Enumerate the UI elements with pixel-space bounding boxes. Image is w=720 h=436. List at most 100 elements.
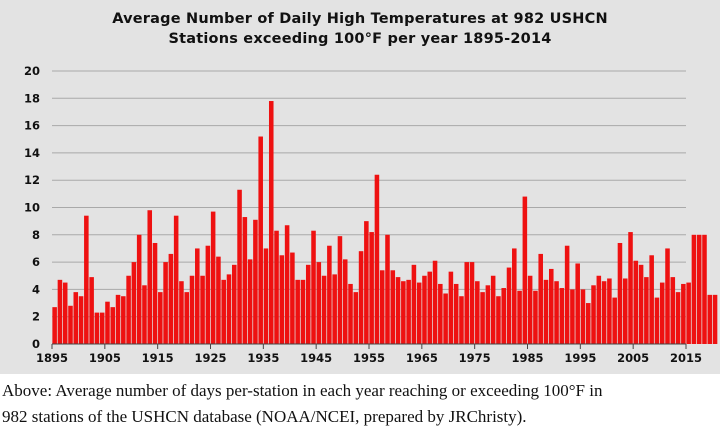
bar-1976 bbox=[480, 292, 485, 344]
bar-1977 bbox=[485, 285, 491, 344]
y-tick-label-16: 16 bbox=[24, 119, 40, 133]
bar-1908 bbox=[121, 296, 126, 344]
bar-1974 bbox=[469, 262, 475, 344]
bar-1921 bbox=[189, 275, 195, 344]
bar-1933 bbox=[253, 219, 258, 344]
bar-1988 bbox=[543, 279, 549, 344]
chart-panel: Average Number of Daily High Temperature… bbox=[0, 0, 720, 374]
bar-1979 bbox=[496, 296, 501, 344]
bar-1942 bbox=[300, 279, 306, 344]
bar-1916 bbox=[163, 262, 168, 344]
bar-1940 bbox=[290, 252, 295, 344]
bar-1900 bbox=[78, 296, 84, 344]
bar-1943 bbox=[305, 264, 311, 344]
bar-1975 bbox=[475, 281, 480, 344]
x-tick-label-1965: 1965 bbox=[406, 351, 438, 365]
bar-1995 bbox=[580, 289, 586, 344]
bar-1991 bbox=[559, 288, 565, 344]
bar-2016 bbox=[691, 234, 697, 344]
y-tick-label-0: 0 bbox=[32, 337, 40, 351]
bar-1941 bbox=[295, 279, 300, 344]
bar-1960 bbox=[395, 277, 401, 344]
bar-1998 bbox=[596, 275, 602, 344]
caption-line-2: 982 stations of the USHCN database (NOAA… bbox=[2, 407, 527, 426]
bar-chart: 0 2 4 6 8 10 12 14 16 18 20 1895 1905 1915 1925 1935 194… bbox=[24, 64, 718, 365]
bar-1944 bbox=[311, 230, 316, 344]
bar-1971 bbox=[453, 283, 459, 344]
bar-1928 bbox=[226, 274, 232, 344]
bar-2007 bbox=[644, 277, 649, 344]
bar-1963 bbox=[411, 264, 417, 344]
bar-2001 bbox=[612, 297, 617, 344]
bar-1961 bbox=[401, 281, 406, 344]
bar-1990 bbox=[554, 281, 559, 344]
y-tick-label-14: 14 bbox=[24, 146, 40, 160]
bar-1992 bbox=[564, 245, 570, 344]
x-tick-label-1925: 1925 bbox=[194, 351, 226, 365]
bar-1947 bbox=[327, 245, 332, 344]
y-tick-label-4: 4 bbox=[32, 282, 40, 296]
y-tick-label-12: 12 bbox=[24, 173, 40, 187]
chart-title-line1: Average Number of Daily High Temperature… bbox=[112, 11, 608, 27]
caption-line-1: Above: Average number of days per-statio… bbox=[2, 381, 603, 400]
x-tick-label-1945: 1945 bbox=[300, 351, 332, 365]
figure-caption: Above: Average number of days per-statio… bbox=[2, 378, 718, 430]
bar-1919 bbox=[179, 281, 184, 344]
bar-1997 bbox=[591, 285, 596, 344]
bar-1989 bbox=[549, 268, 554, 344]
bar-1959 bbox=[390, 270, 396, 344]
bar-1896 bbox=[57, 279, 63, 344]
bar-1932 bbox=[247, 259, 253, 344]
bar-2002 bbox=[617, 242, 623, 344]
bar-1906 bbox=[110, 307, 116, 344]
bar-1983 bbox=[517, 290, 522, 344]
bar-1986 bbox=[533, 290, 538, 344]
tick-labels: 0 2 4 6 8 10 12 14 16 18 20 1895 1905 1915 1925 1935 194… bbox=[24, 64, 702, 365]
bar-1950 bbox=[342, 259, 348, 344]
bar-1911 bbox=[136, 234, 142, 344]
bar-1927 bbox=[221, 279, 226, 344]
bar-1931 bbox=[242, 217, 248, 344]
bar-2017 bbox=[696, 234, 702, 344]
y-tick-label-20: 20 bbox=[24, 64, 40, 78]
bar-1993 bbox=[570, 289, 575, 344]
bar-2010 bbox=[659, 282, 665, 344]
bar-1953 bbox=[358, 251, 364, 344]
bar-1965 bbox=[422, 275, 427, 344]
y-tick-label-8: 8 bbox=[32, 228, 40, 242]
bar-1917 bbox=[168, 253, 174, 344]
bar-1955 bbox=[369, 232, 374, 344]
bar-1914 bbox=[152, 242, 158, 344]
bar-1980 bbox=[501, 288, 506, 344]
y-tick-label-2: 2 bbox=[32, 310, 40, 324]
bar-1948 bbox=[332, 274, 337, 344]
bar-1994 bbox=[575, 263, 580, 344]
bar-1999 bbox=[601, 281, 607, 344]
bar-1939 bbox=[284, 225, 290, 344]
bar-1898 bbox=[68, 305, 73, 344]
bar-1987 bbox=[538, 253, 543, 344]
bar-1902 bbox=[89, 277, 94, 344]
bar-1909 bbox=[126, 275, 131, 344]
bar-1952 bbox=[353, 292, 359, 344]
bar-1981 bbox=[506, 267, 512, 344]
bar-1904 bbox=[99, 312, 105, 344]
bar-1945 bbox=[316, 262, 322, 344]
bar-1901 bbox=[84, 215, 89, 344]
bar-1982 bbox=[512, 248, 517, 344]
bar-1920 bbox=[184, 292, 189, 344]
x-tick-label-1935: 1935 bbox=[247, 351, 279, 365]
bar-1972 bbox=[459, 296, 464, 344]
bar-1899 bbox=[73, 292, 79, 344]
x-tick-label-1995: 1995 bbox=[564, 351, 596, 365]
bar-1912 bbox=[142, 285, 147, 344]
bar-2011 bbox=[665, 248, 670, 344]
bar-1958 bbox=[385, 234, 390, 344]
axes bbox=[51, 343, 687, 349]
bar-1973 bbox=[464, 262, 470, 344]
y-tick-label-18: 18 bbox=[24, 91, 40, 105]
bar-1949 bbox=[337, 236, 343, 344]
bar-2014 bbox=[681, 283, 686, 344]
bar-1923 bbox=[200, 275, 205, 344]
bar-1907 bbox=[115, 294, 121, 344]
